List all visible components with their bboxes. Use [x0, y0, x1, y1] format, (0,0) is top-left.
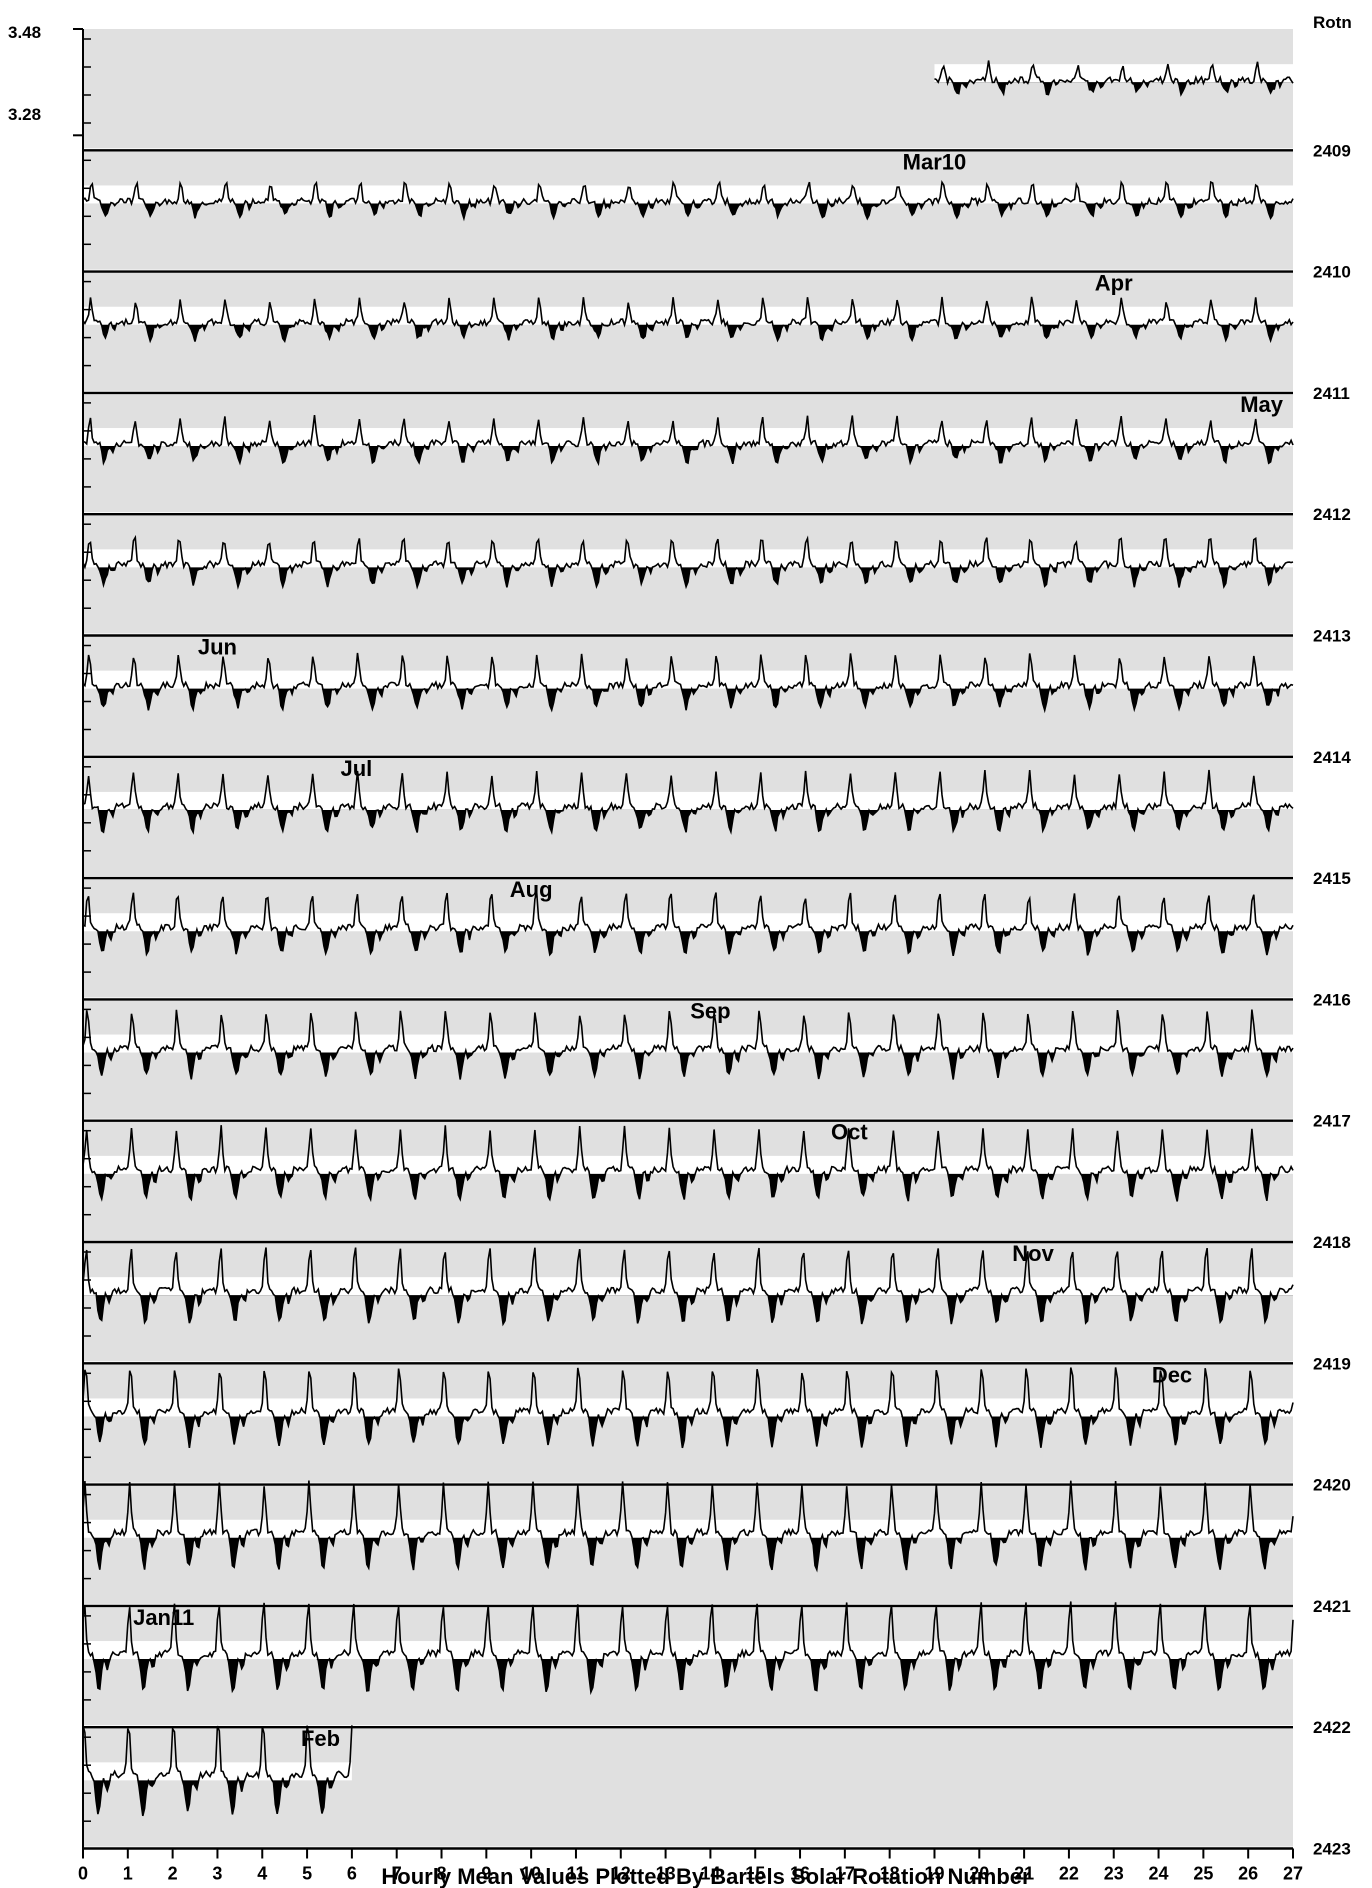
baseline-strip-2409	[934, 64, 1293, 83]
month-label-oct: Oct	[831, 1120, 868, 1145]
rotation-band-2419	[83, 1242, 1293, 1362]
month-label-mar10: Mar10	[903, 149, 967, 174]
trace-fill-2423	[83, 1780, 352, 1816]
y-tick-label-top: 3.48	[8, 23, 41, 42]
month-label-sep: Sep	[690, 998, 730, 1023]
trace-fill-2412	[83, 446, 1293, 464]
x-tick-label-21: 21	[1014, 1864, 1034, 1884]
month-label-aug: Aug	[510, 877, 553, 902]
trace-line-2421	[82, 1480, 1294, 1573]
trace-fill-2416	[83, 931, 1293, 956]
trace-line-2416	[82, 892, 1294, 957]
month-label-dec: Dec	[1152, 1362, 1192, 1387]
rotation-number-2410: 2410	[1313, 263, 1351, 282]
x-tick-label-4: 4	[257, 1864, 267, 1884]
trace-fill-2417	[83, 1052, 1293, 1080]
month-label-nov: Nov	[1012, 1241, 1054, 1266]
x-tick-label-25: 25	[1193, 1864, 1213, 1884]
x-tick-label-27: 27	[1283, 1864, 1303, 1884]
rotation-number-2420: 2420	[1313, 1476, 1351, 1495]
trace-fill-2411	[83, 324, 1293, 342]
rotation-number-2414: 2414	[1313, 748, 1351, 767]
baseline-strip-2423	[83, 1762, 352, 1781]
rotation-band-2420	[83, 1363, 1293, 1483]
trace-line-2418	[82, 1125, 1294, 1203]
month-label-jan11: Jan11	[133, 1605, 194, 1630]
rotation-number-2423: 2423	[1313, 1840, 1351, 1859]
x-tick-label-7: 7	[392, 1864, 402, 1884]
x-tick-label-6: 6	[347, 1864, 357, 1884]
x-tick-label-8: 8	[437, 1864, 447, 1884]
rotation-column-header: Rotn	[1313, 13, 1352, 32]
baseline-strip-2418	[83, 1155, 1293, 1174]
x-tick-label-10: 10	[521, 1864, 541, 1884]
month-label-feb: Feb	[301, 1726, 340, 1751]
labels: 3.48 3.28 Rotn Hourly Mean Values Plotte…	[8, 13, 1352, 1888]
rotation-number-2411: 2411	[1313, 384, 1350, 403]
month-label-may: May	[1240, 392, 1284, 417]
rotation-number-2418: 2418	[1313, 1233, 1351, 1252]
rotation-number-2419: 2419	[1313, 1354, 1351, 1373]
trace-line-2415	[82, 769, 1294, 836]
rotation-number-2409: 2409	[1313, 141, 1351, 160]
trace-fill-2418	[83, 1173, 1293, 1202]
x-tick-label-18: 18	[880, 1864, 900, 1884]
x-axis-title: Hourly Mean Values Plotted By Bartels So…	[381, 1864, 1031, 1888]
x-tick-label-5: 5	[302, 1864, 312, 1884]
x-tick-label-19: 19	[924, 1864, 944, 1884]
rotation-band-2418	[83, 1120, 1293, 1240]
trace-line-2411	[82, 296, 1294, 344]
x-tick-label-23: 23	[1104, 1864, 1124, 1884]
x-tick-label-14: 14	[700, 1864, 720, 1884]
trace-line-2419	[82, 1247, 1294, 1327]
y-tick-label-bottom: 3.28	[8, 105, 41, 124]
rotation-number-2415: 2415	[1313, 869, 1351, 888]
rotation-number-2412: 2412	[1313, 505, 1351, 524]
x-tick-label-13: 13	[656, 1864, 676, 1884]
baseline-strip-2414	[83, 670, 1293, 689]
month-label-jul: Jul	[340, 756, 372, 781]
baseline-strip-2410	[83, 185, 1293, 204]
trace-line-2412	[82, 415, 1294, 467]
trace-line-2409	[934, 60, 1294, 97]
x-tick-label-9: 9	[481, 1864, 491, 1884]
trace-line-2413	[82, 534, 1294, 590]
rotation-number-2421: 2421	[1313, 1597, 1351, 1616]
x-tick-label-11: 11	[566, 1864, 585, 1884]
x-tick-label-2: 2	[168, 1864, 178, 1884]
baseline-strip-2415	[83, 791, 1293, 810]
trace-line-2420	[82, 1367, 1294, 1449]
month-label-apr: Apr	[1095, 271, 1133, 296]
x-tick-label-22: 22	[1059, 1864, 1079, 1884]
x-tick-label-3: 3	[212, 1864, 222, 1884]
x-tick-label-12: 12	[611, 1864, 631, 1884]
rotation-band-2409	[83, 29, 1293, 149]
rotation-band-2421	[83, 1484, 1293, 1604]
rotation-number-2417: 2417	[1313, 1112, 1351, 1131]
month-label-jun: Jun	[198, 635, 237, 660]
x-tick-label-24: 24	[1149, 1864, 1169, 1884]
trace-fill-2410	[83, 203, 1293, 219]
baseline-strip-2422	[83, 1641, 1293, 1660]
axes	[73, 28, 1294, 1859]
x-tick-label-16: 16	[790, 1864, 810, 1884]
rotation-number-2416: 2416	[1313, 990, 1351, 1009]
x-tick-label-26: 26	[1238, 1864, 1258, 1884]
trace-line-2417	[82, 1009, 1294, 1080]
x-tick-label-15: 15	[745, 1864, 765, 1884]
baseline-strip-2419	[83, 1277, 1293, 1296]
x-tick-label-0: 0	[78, 1864, 88, 1884]
trace-line-2410	[82, 179, 1294, 222]
x-tick-label-20: 20	[969, 1864, 989, 1884]
trace-line-2422	[82, 1601, 1294, 1696]
baseline-strip-2412	[83, 428, 1293, 447]
trace-line-2414	[82, 652, 1294, 714]
x-tick-label-17: 17	[835, 1864, 855, 1884]
rotation-number-2422: 2422	[1313, 1718, 1351, 1737]
x-tick-label-1: 1	[123, 1864, 133, 1884]
rotation-traces	[82, 60, 1294, 1817]
rotation-number-2413: 2413	[1313, 627, 1351, 646]
